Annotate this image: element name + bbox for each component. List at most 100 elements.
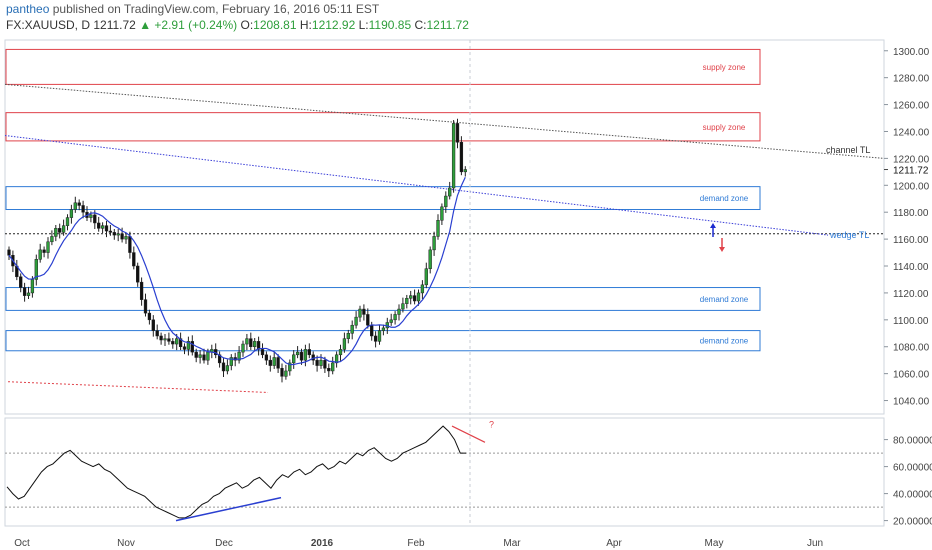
candle-body — [116, 233, 120, 236]
candle-body — [451, 123, 456, 189]
candle-down — [155, 324, 159, 340]
candle-up — [448, 181, 452, 200]
candle-up — [334, 351, 339, 368]
candle-body — [280, 368, 284, 377]
candle-body — [245, 338, 249, 345]
high-label: H: — [299, 18, 312, 32]
close-value: 1211.72 — [426, 18, 469, 32]
oscillator-tick-label: 80.00000 — [893, 436, 932, 447]
candle-body — [319, 359, 323, 366]
candle-body — [171, 341, 175, 345]
candle-down — [276, 354, 280, 373]
candle-body — [26, 292, 31, 296]
candle-body — [334, 354, 339, 364]
candle-body — [104, 225, 109, 232]
candle-up — [100, 222, 105, 234]
high-value: 1212.92 — [311, 18, 356, 32]
author-link[interactable]: pantheo — [6, 2, 50, 16]
candle-body — [58, 228, 62, 233]
wedge-trendline — [4, 135, 829, 236]
divergence-question-mark: ? — [489, 419, 494, 429]
candle-body — [276, 357, 280, 369]
candle-down — [366, 308, 370, 329]
candle-body — [237, 351, 241, 361]
candle-down — [178, 332, 183, 351]
candle-body — [397, 308, 401, 315]
candle-down — [120, 227, 124, 243]
candle-body — [7, 249, 11, 256]
candle-body — [292, 354, 296, 364]
price-tick-label: 1120.00 — [893, 289, 929, 300]
candle-body — [225, 365, 230, 372]
candle-up — [61, 219, 66, 236]
demand-zone: demand zone — [5, 287, 761, 311]
price-tick-label: 1080.00 — [893, 343, 930, 354]
candle-body — [393, 314, 397, 321]
last-price-marker: 1211.72 — [884, 166, 929, 177]
candle-down — [7, 246, 11, 260]
candle-body — [420, 284, 425, 294]
candle-body — [416, 292, 421, 302]
candle-body — [81, 205, 85, 213]
candle-body — [401, 303, 405, 310]
candle-body — [284, 370, 288, 377]
oscillator-tick-label: 20.00000 — [893, 517, 932, 528]
candle-up — [292, 350, 296, 369]
candle-up — [26, 286, 31, 299]
candle-down — [81, 200, 85, 219]
last-price: 1211.72 — [93, 18, 136, 32]
candle-body — [381, 327, 386, 331]
bullish-divergence-line — [175, 496, 282, 522]
zone-label: demand zone — [700, 295, 749, 304]
candle-up — [65, 214, 70, 231]
candle-down — [132, 246, 136, 270]
candle-down — [147, 309, 152, 325]
oscillator-axis: 20.00000 40.00000 60.00000 80.00000 — [884, 436, 932, 528]
candle-body — [112, 232, 116, 236]
candle-body — [249, 338, 253, 347]
candle-body — [350, 324, 354, 334]
candle-up — [186, 336, 191, 356]
candle-body — [34, 259, 38, 280]
channel-tl-label: channel TL — [826, 145, 870, 155]
candle-up — [436, 214, 440, 240]
candle-down — [190, 335, 194, 356]
candle-body — [389, 319, 393, 323]
candle-body — [358, 308, 362, 318]
zone-label: demand zone — [700, 337, 749, 346]
candle-body — [268, 359, 272, 366]
candle-up — [50, 230, 54, 246]
candle-body — [77, 202, 81, 206]
zone-label: supply zone — [703, 123, 746, 132]
price-tick-label: 1180.00 — [893, 208, 929, 219]
low-label: L: — [358, 18, 369, 32]
candles — [7, 118, 467, 383]
candle-body — [295, 351, 300, 356]
oscillator-line — [6, 425, 466, 519]
price-tick-label: 1260.00 — [893, 101, 930, 112]
open-label: O: — [240, 18, 254, 32]
candle-down — [143, 293, 148, 317]
candle-down — [217, 351, 222, 368]
zone-label: supply zone — [703, 63, 746, 72]
oscillator-tick-label: 40.00000 — [893, 490, 932, 501]
candle-up — [116, 229, 120, 242]
candle-body — [38, 249, 42, 260]
wedge-tl-label: wedge TL — [829, 230, 869, 240]
low-value: 1190.85 — [368, 18, 412, 32]
time-label: Feb — [407, 538, 425, 549]
candle-body — [120, 233, 124, 240]
candle-body — [46, 241, 50, 253]
candle-body — [463, 169, 467, 173]
candle-up — [451, 120, 456, 193]
price-tick-label: 1040.00 — [893, 397, 930, 408]
candle-up — [346, 329, 350, 344]
candle-body — [42, 249, 46, 253]
candle-down — [182, 343, 187, 355]
candle-up — [272, 351, 276, 369]
time-label: Jun — [807, 538, 823, 549]
price-tick-label: 1300.00 — [893, 47, 930, 58]
price-tick-label: 1220.00 — [893, 154, 930, 165]
candle-body — [30, 279, 35, 294]
